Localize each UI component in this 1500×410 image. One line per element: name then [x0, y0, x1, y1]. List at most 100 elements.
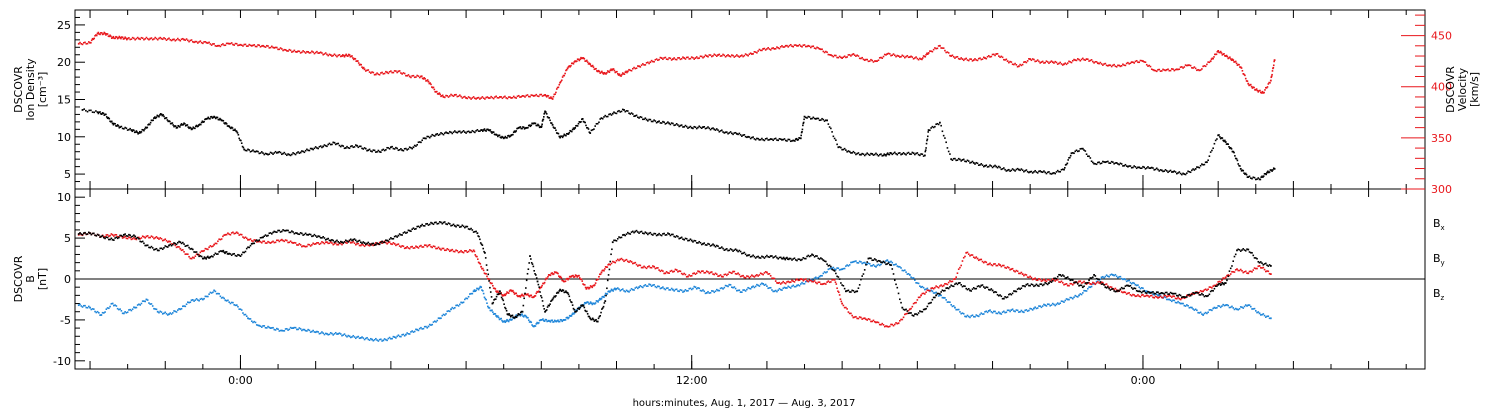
bz-point	[497, 290, 499, 292]
by-point	[1078, 294, 1080, 297]
bx-point	[425, 223, 427, 225]
velocity-point	[429, 82, 431, 84]
bz-point	[1006, 266, 1009, 268]
density-point	[924, 149, 927, 151]
by-point	[551, 319, 553, 322]
by-point	[1025, 309, 1028, 311]
density-point	[425, 137, 427, 140]
bz-point	[1056, 278, 1059, 281]
velocity-point	[259, 45, 262, 48]
density-point	[614, 112, 617, 114]
velocity-point	[753, 51, 756, 53]
bz-point	[327, 242, 330, 245]
bz-point	[1061, 281, 1064, 284]
by-point	[371, 338, 373, 341]
velocity-point	[1096, 62, 1099, 65]
density-point	[708, 127, 711, 130]
density-point	[406, 149, 408, 151]
density-point	[1129, 165, 1132, 167]
velocity-point	[329, 54, 332, 56]
density-tick-label: 20	[57, 56, 71, 69]
bz-point	[200, 250, 203, 252]
by-point	[1182, 302, 1184, 305]
density-point	[779, 138, 782, 140]
bx-point	[687, 239, 689, 242]
velocity-point	[1268, 81, 1270, 84]
velocity-point	[501, 97, 504, 100]
by-point	[279, 329, 282, 332]
bz-point	[351, 241, 353, 244]
bz-point	[1219, 281, 1222, 283]
density-point	[1245, 173, 1248, 176]
bx-point	[472, 231, 475, 233]
density-point	[420, 141, 422, 144]
bx-point	[420, 224, 422, 227]
bx-point	[199, 255, 202, 257]
by-point	[652, 284, 654, 287]
velocity-point	[700, 55, 703, 58]
density-point	[560, 135, 563, 138]
bx-point	[461, 224, 464, 227]
velocity-point	[926, 52, 928, 55]
density-point	[533, 122, 536, 124]
bx-point	[485, 264, 488, 266]
bz-point	[739, 275, 742, 278]
velocity-point	[109, 34, 111, 37]
velocity-point	[235, 42, 238, 45]
velocity-point	[1177, 68, 1179, 71]
bx-point	[578, 308, 581, 310]
bx-point	[564, 291, 566, 294]
bz-point	[328, 242, 331, 245]
bz-point	[991, 264, 994, 267]
velocity-point	[590, 65, 592, 67]
bx-point	[84, 231, 86, 234]
by-point	[1060, 300, 1063, 302]
by-point	[185, 303, 188, 306]
bx-point	[546, 306, 549, 308]
bx-point	[223, 251, 225, 254]
bz-point	[504, 294, 507, 297]
velocity-point	[240, 44, 243, 47]
bz-point	[520, 294, 523, 297]
by-point	[614, 287, 616, 290]
bx-point	[432, 223, 435, 226]
velocity-point	[1013, 63, 1015, 66]
by-point	[904, 269, 906, 272]
bz-point	[1163, 294, 1166, 297]
by-point	[562, 319, 565, 321]
bz-point	[514, 292, 517, 295]
by-point	[668, 289, 670, 291]
density-point	[161, 114, 164, 117]
velocity-point	[952, 56, 955, 58]
density-point	[767, 139, 769, 141]
bz-point	[1001, 264, 1004, 267]
bx-point	[581, 304, 584, 307]
by-point	[1071, 297, 1074, 300]
velocity-point	[1225, 54, 1228, 57]
density-point	[783, 138, 786, 140]
velocity-point	[358, 64, 361, 66]
bz-point	[437, 246, 440, 249]
by-point	[410, 331, 412, 333]
by-point	[165, 312, 168, 315]
velocity-point	[499, 96, 501, 98]
velocity-point	[302, 50, 304, 52]
velocity-point	[727, 54, 729, 56]
bx-point	[188, 246, 190, 249]
density-point	[441, 132, 444, 135]
velocity-point	[996, 52, 999, 55]
density-point	[467, 130, 470, 133]
bx-point	[307, 233, 310, 236]
density-point	[1214, 139, 1217, 142]
bz-point	[462, 251, 465, 254]
density-point	[688, 126, 691, 129]
density-point	[1080, 147, 1083, 150]
velocity-point	[276, 46, 278, 49]
density-point	[1232, 150, 1235, 153]
bz-point	[225, 233, 228, 236]
velocity-point	[1204, 65, 1207, 68]
by-point	[891, 261, 894, 264]
by-point	[914, 279, 916, 281]
bz-point	[626, 260, 629, 263]
bz-point	[902, 316, 905, 319]
